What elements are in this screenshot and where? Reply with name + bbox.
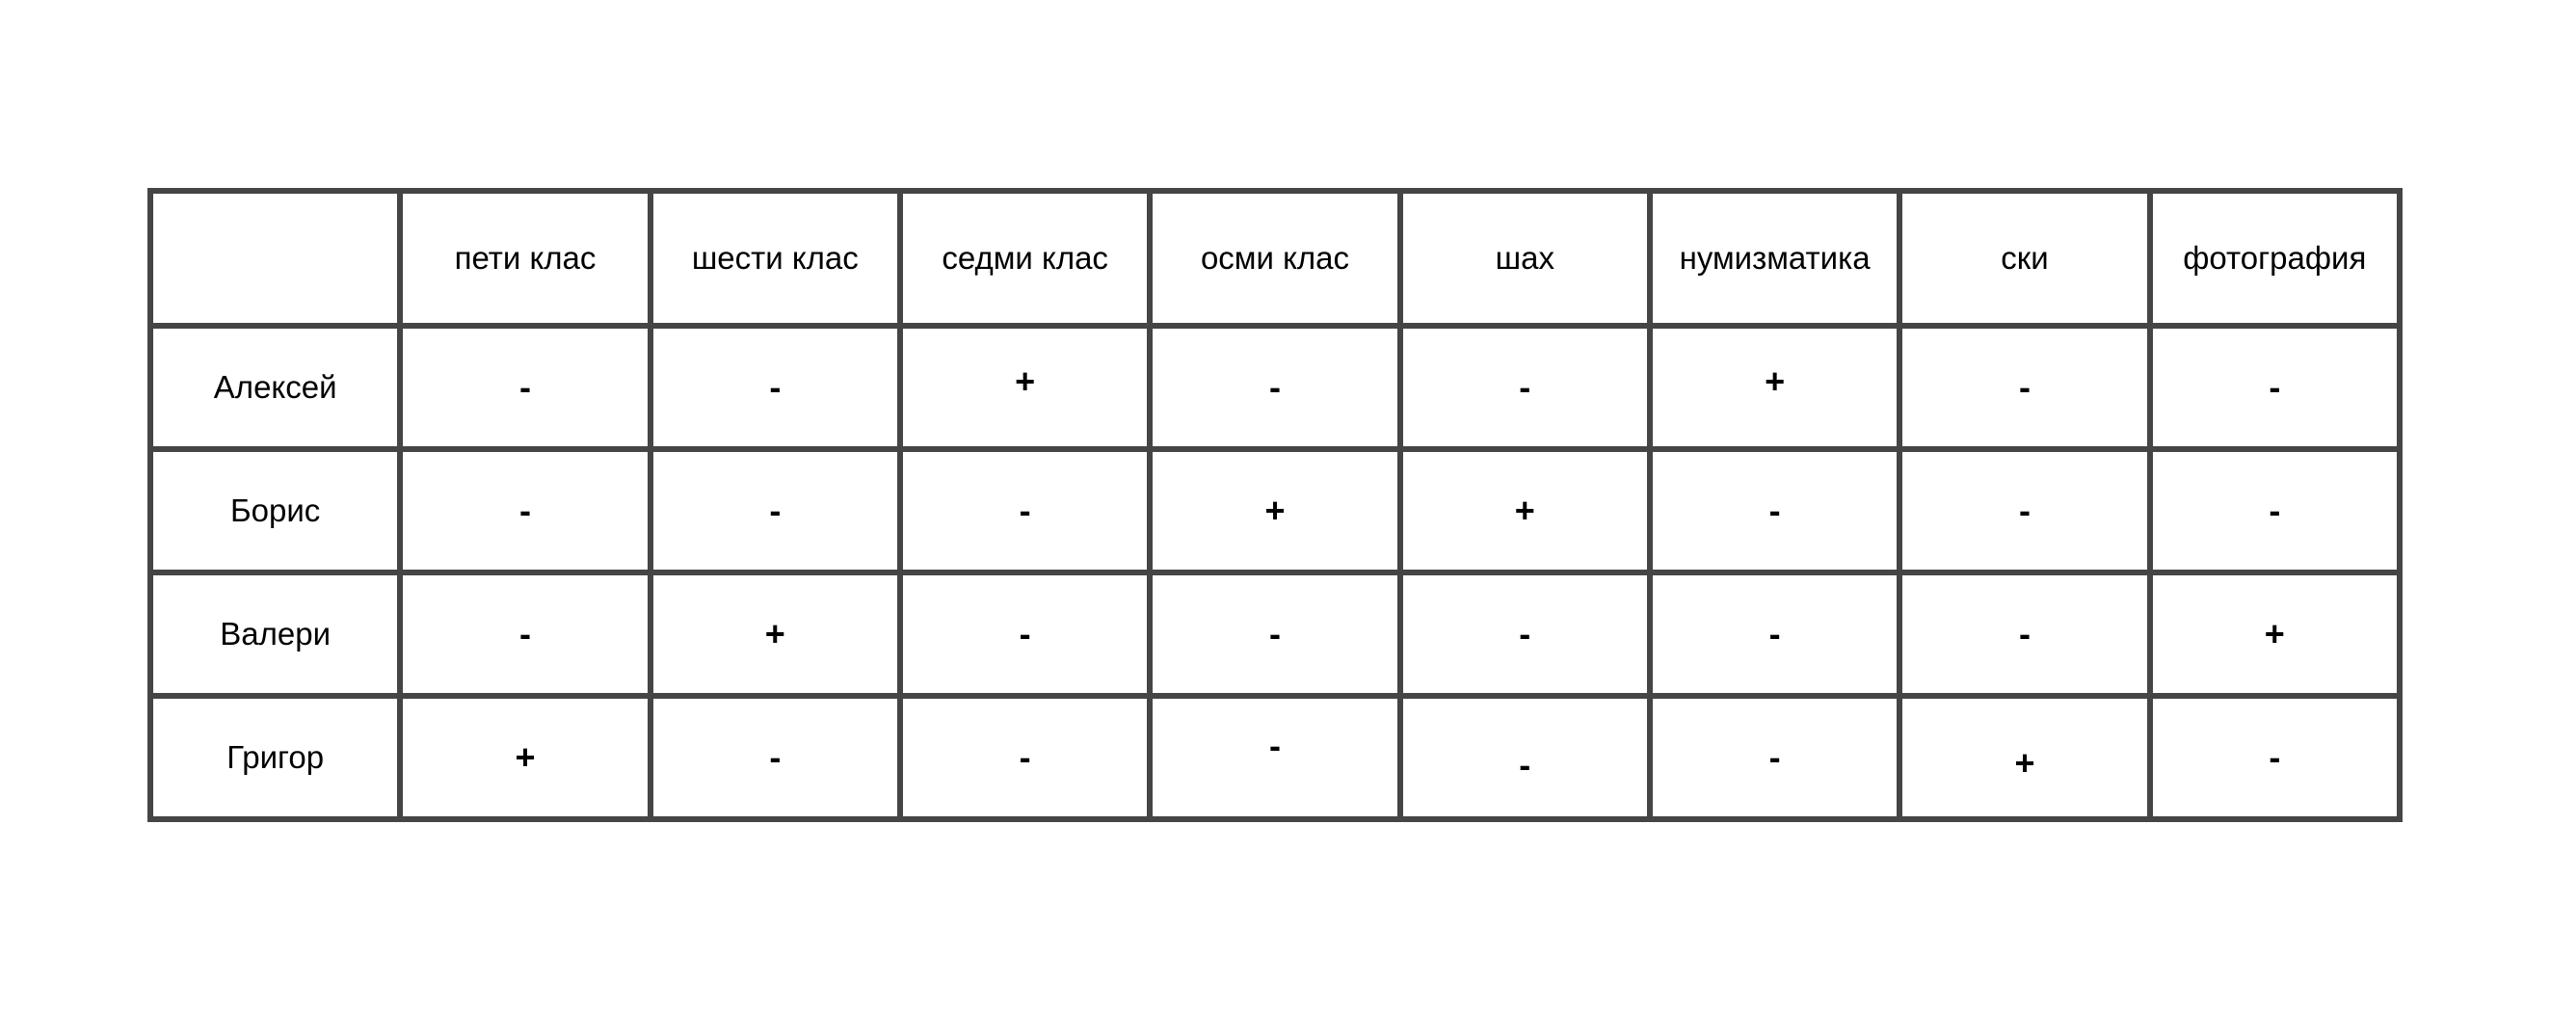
table-cell: - — [1897, 570, 2153, 699]
table-cell: + — [1646, 323, 1903, 452]
table-cell: + — [1147, 446, 1403, 575]
cell-value: - — [769, 367, 782, 407]
cell-value: + — [2264, 614, 2285, 653]
cell-value: + — [1765, 361, 1786, 401]
table-cell: + — [896, 323, 1154, 452]
table-cell: - — [1396, 323, 1653, 452]
hobby-table: пети клас шести клас седми клас осми кла… — [146, 188, 2403, 822]
table-cell: + — [397, 693, 653, 822]
column-header-numizmatika: нумизматика — [1646, 188, 1903, 329]
table-cell: - — [647, 323, 903, 452]
table-cell: - — [1147, 693, 1403, 822]
row-header: Алексей — [146, 323, 404, 452]
cell-value: - — [1519, 367, 1531, 407]
table-cell: + — [1897, 693, 2153, 822]
cell-value: - — [1268, 726, 1281, 765]
table-cell: - — [1646, 570, 1903, 699]
cell-value: - — [769, 491, 782, 530]
column-header-peti-klas: пети клас — [397, 188, 653, 329]
header-row: пети клас шести клас седми клас осми кла… — [146, 188, 2403, 329]
column-header-osmi-klas: осми клас — [1147, 188, 1403, 329]
table-cell: - — [896, 570, 1154, 699]
table-cell: - — [397, 570, 653, 699]
row-boris: Борис - - - + + - - - — [146, 446, 2403, 575]
row-header: Григор — [146, 693, 404, 822]
table-cell: - — [647, 446, 903, 575]
cell-value: - — [2269, 367, 2281, 407]
table-cell: - — [2146, 446, 2403, 575]
cell-value: - — [1019, 614, 1031, 653]
table-cell: - — [647, 693, 903, 822]
table-cell: - — [1897, 446, 2153, 575]
cell-value: - — [1019, 491, 1031, 530]
column-header-sedmi-klas: седми клас — [896, 188, 1154, 329]
table-cell: - — [1396, 693, 1653, 822]
cell-value: - — [1768, 491, 1781, 530]
cell-value: - — [1768, 614, 1781, 653]
cell-value: - — [1268, 367, 1281, 407]
table-cell: + — [1396, 446, 1653, 575]
table-cell: - — [1147, 323, 1403, 452]
row-grigor: Григор + - - - - - + - — [146, 693, 2403, 822]
cell-value: + — [1514, 491, 1535, 530]
table-cell: - — [1646, 693, 1903, 822]
cell-value: - — [2269, 737, 2281, 777]
cell-value: - — [2269, 491, 2281, 530]
cell-value: - — [1519, 745, 1531, 785]
table-cell: - — [896, 693, 1154, 822]
cell-value: + — [1015, 361, 1036, 401]
cell-value: - — [1268, 614, 1281, 653]
cell-value: + — [764, 614, 785, 653]
cell-value: - — [1519, 614, 1531, 653]
cell-value: - — [769, 737, 782, 777]
cell-value: - — [2018, 491, 2031, 530]
row-header: Валери — [146, 570, 404, 699]
table-cell: + — [2146, 570, 2403, 699]
cell-value: - — [518, 491, 531, 530]
cell-value: + — [2014, 743, 2035, 783]
table-cell: - — [397, 446, 653, 575]
column-header-shah: шах — [1396, 188, 1653, 329]
cell-value: - — [2018, 614, 2031, 653]
cell-value: + — [1264, 491, 1286, 530]
table-cell: - — [1147, 570, 1403, 699]
corner-cell — [146, 188, 404, 329]
column-header-ski: ски — [1897, 188, 2153, 329]
table-cell: - — [2146, 693, 2403, 822]
table-cell: - — [397, 323, 653, 452]
cell-value: - — [1019, 737, 1031, 777]
table-cell: - — [1396, 570, 1653, 699]
row-aleksey: Алексей - - + - - + - - — [146, 323, 2403, 452]
cell-value: - — [1768, 737, 1781, 777]
cell-value: - — [518, 367, 531, 407]
table-cell: - — [896, 446, 1154, 575]
cell-value: - — [518, 614, 531, 653]
column-header-fotografia: фотография — [2146, 188, 2403, 329]
column-header-shesti-klas: шести клас — [647, 188, 903, 329]
table-cell: - — [2146, 323, 2403, 452]
cell-value: - — [2018, 367, 2031, 407]
row-header: Борис — [146, 446, 404, 575]
cell-value: + — [515, 737, 536, 777]
table-cell: - — [1897, 323, 2153, 452]
table-cell: - — [1646, 446, 1903, 575]
row-valeri: Валери - + - - - - - + — [146, 570, 2403, 699]
table-cell: + — [647, 570, 903, 699]
